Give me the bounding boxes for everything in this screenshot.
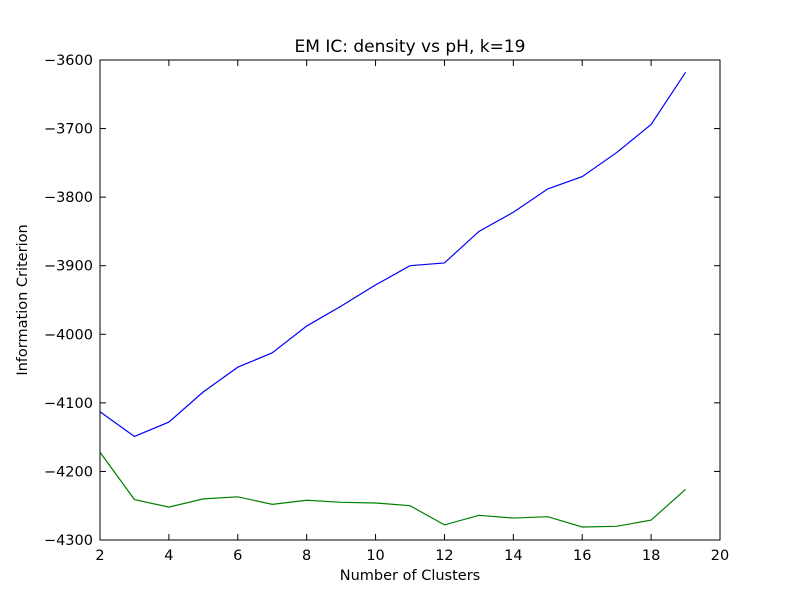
series-line-1 xyxy=(99,72,687,438)
x-tick-label: 20 xyxy=(711,548,729,564)
x-tick-label: 14 xyxy=(504,548,522,564)
y-tick-label: −4200 xyxy=(44,464,93,480)
x-tick-label: 6 xyxy=(233,548,242,564)
x-tick-label: 18 xyxy=(642,548,660,564)
x-tick-label: 16 xyxy=(573,548,591,564)
x-tick-label: 12 xyxy=(435,548,453,564)
x-axis-label: Number of Clusters xyxy=(340,568,480,584)
chart-title: EM IC: density vs pH, k=19 xyxy=(295,37,526,57)
y-tick-label: −3600 xyxy=(44,53,93,69)
x-tick-label: 4 xyxy=(164,548,173,564)
x-tick-label: 2 xyxy=(95,548,104,564)
y-tick-label: −3800 xyxy=(44,190,93,206)
y-tick-label: −3900 xyxy=(44,259,93,275)
series-line-2 xyxy=(99,451,686,528)
x-tick-label: 10 xyxy=(366,548,384,564)
y-tick-label: −3700 xyxy=(44,122,93,138)
x-tick-label: 8 xyxy=(302,548,311,564)
y-tick-label: −4300 xyxy=(44,533,93,549)
y-axis: −4300 −4200 −4100 −4000 −3900 −3800 −3700 −3600 xyxy=(44,53,720,549)
plot-background xyxy=(100,60,720,540)
y-axis-label: Information Criterion xyxy=(15,224,31,375)
y-tick-label: −4000 xyxy=(44,327,93,343)
plot-frame xyxy=(99,59,721,541)
y-tick-label: −4100 xyxy=(44,396,93,412)
series-layer xyxy=(99,72,687,528)
x-axis: 2 4 6 8 10 12 14 16 18 20 xyxy=(95,60,729,564)
